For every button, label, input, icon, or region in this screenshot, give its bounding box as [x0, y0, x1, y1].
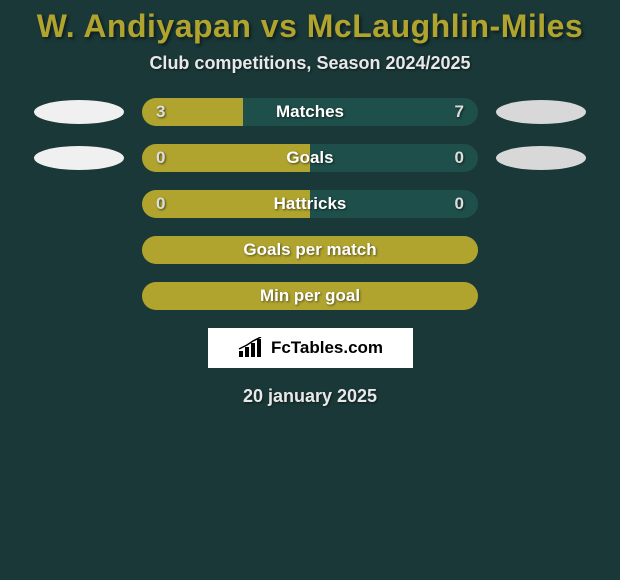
stat-row: 00Goals	[10, 144, 610, 172]
footer-date: 20 january 2025	[10, 386, 610, 407]
stat-label: Hattricks	[274, 194, 347, 214]
page-title: W. Andiyapan vs McLaughlin-Miles	[10, 8, 610, 45]
stats-area: 37Matches 00Goals 00Hattricks	[10, 98, 610, 218]
derived-area: Goals per match Min per goal	[10, 236, 610, 310]
stat-bar: 00Goals	[142, 144, 478, 172]
avatar-left	[34, 100, 124, 124]
avatar-right	[496, 100, 586, 124]
logo-text: FcTables.com	[271, 338, 383, 358]
subtitle: Club competitions, Season 2024/2025	[10, 53, 610, 74]
stat-row: 00Hattricks	[10, 190, 610, 218]
stat-bar: 37Matches	[142, 98, 478, 126]
avatar-right	[496, 146, 586, 170]
avatar-left	[34, 146, 124, 170]
logo-box[interactable]: FcTables.com	[208, 328, 413, 368]
bar-chart-icon	[237, 337, 265, 359]
stat-label: Goals	[286, 148, 333, 168]
comparison-container: W. Andiyapan vs McLaughlin-Miles Club co…	[0, 0, 620, 407]
derived-bar: Goals per match	[142, 236, 478, 264]
stat-label: Matches	[276, 102, 344, 122]
stat-row: 37Matches	[10, 98, 610, 126]
derived-bar: Min per goal	[142, 282, 478, 310]
stat-bar: 00Hattricks	[142, 190, 478, 218]
